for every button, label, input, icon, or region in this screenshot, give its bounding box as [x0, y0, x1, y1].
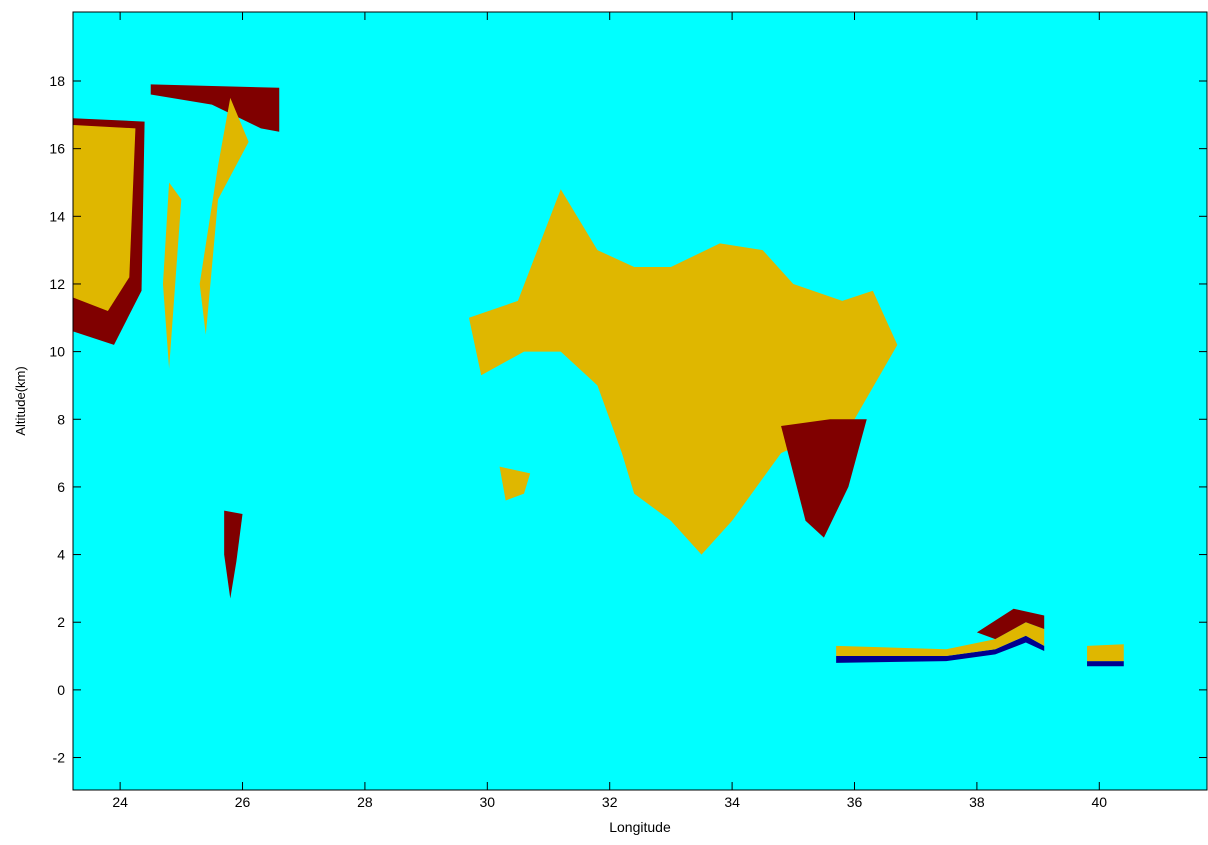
x-tick-label: 30 [480, 794, 496, 810]
y-tick-label: 12 [49, 276, 65, 292]
y-tick-label: 16 [49, 141, 65, 157]
y-tick-label: 8 [57, 411, 65, 427]
y-tick-label: 18 [49, 73, 65, 89]
cloud-region [162, 182, 182, 369]
x-tick-label: 40 [1092, 794, 1108, 810]
x-tick-label: 32 [602, 794, 618, 810]
cloud-region [976, 608, 1045, 640]
cloud-region [499, 466, 531, 501]
cloud-region [1087, 661, 1124, 667]
y-axis-label: Altitude(km) [13, 366, 28, 435]
cloud-region [199, 97, 249, 335]
x-axis-label: Longitude [609, 819, 671, 835]
cloud-region [73, 124, 136, 312]
cloud-region [468, 189, 898, 555]
cloud-region [224, 510, 243, 599]
x-tick-label: 36 [847, 794, 863, 810]
x-tick-label: 34 [724, 794, 740, 810]
cloud-region [781, 419, 867, 538]
x-tick-label: 24 [112, 794, 128, 810]
y-tick-label: 0 [57, 682, 65, 698]
y-tick-label: 6 [57, 479, 65, 495]
cloud-region [150, 84, 280, 132]
x-tick-label: 28 [357, 794, 373, 810]
cloud-region [1087, 644, 1124, 662]
y-tick-label: 2 [57, 614, 65, 630]
y-tick-label: -2 [53, 750, 66, 766]
y-tick-label: 10 [49, 344, 65, 360]
cloud-region [836, 622, 1045, 657]
y-tick-label: 14 [49, 208, 65, 224]
y-tick-label: 4 [57, 547, 65, 563]
plot-frame [72, 11, 1208, 791]
x-tick-label: 26 [235, 794, 251, 810]
x-tick-label: 38 [969, 794, 985, 810]
